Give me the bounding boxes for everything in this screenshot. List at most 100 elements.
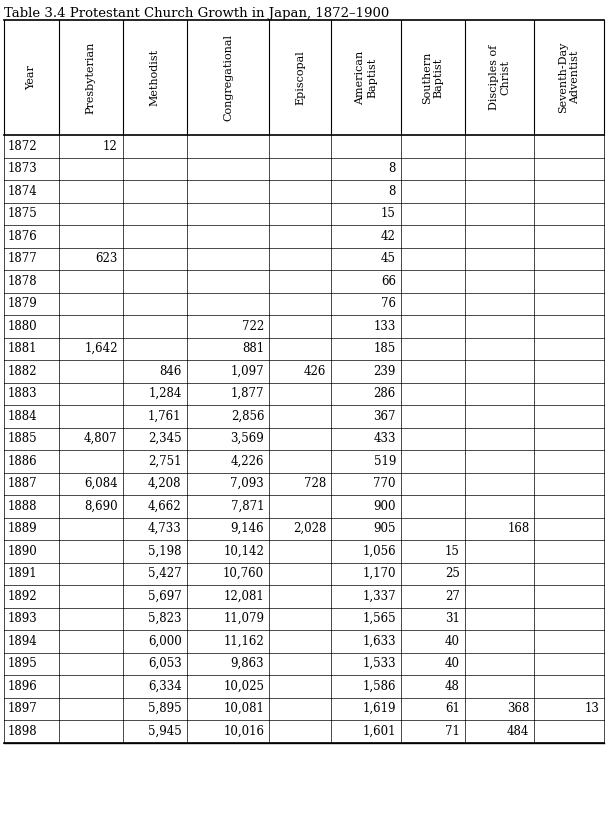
Text: Seventh-Day
Adventist: Seventh-Day Adventist	[558, 42, 580, 114]
Text: 2,856: 2,856	[230, 410, 264, 422]
Text: 185: 185	[374, 342, 396, 355]
Text: Southern
Baptist: Southern Baptist	[422, 51, 444, 104]
Text: 1897: 1897	[8, 703, 38, 715]
Text: Congregational: Congregational	[223, 34, 233, 121]
Text: 11,079: 11,079	[223, 612, 264, 625]
Text: Table 3.4 Protestant Church Growth in Japan, 1872–1900: Table 3.4 Protestant Church Growth in Ja…	[4, 7, 389, 20]
Text: 15: 15	[445, 545, 460, 558]
Text: 1,284: 1,284	[148, 387, 182, 400]
Text: 10,025: 10,025	[223, 680, 264, 693]
Text: 133: 133	[373, 319, 396, 333]
Text: 1,642: 1,642	[84, 342, 117, 355]
Text: 8: 8	[389, 185, 396, 198]
Text: 519: 519	[373, 455, 396, 468]
Text: American
Baptist: American Baptist	[355, 51, 377, 105]
Text: 45: 45	[381, 252, 396, 266]
Text: 367: 367	[373, 410, 396, 422]
Text: 76: 76	[381, 297, 396, 310]
Text: 1898: 1898	[8, 725, 38, 738]
Text: 1884: 1884	[8, 410, 38, 422]
Text: 1,761: 1,761	[148, 410, 182, 422]
Text: 1877: 1877	[8, 252, 38, 266]
Text: 426: 426	[304, 364, 326, 377]
Text: 15: 15	[381, 208, 396, 221]
Text: 4,662: 4,662	[148, 500, 182, 513]
Text: 900: 900	[373, 500, 396, 513]
Text: 2,028: 2,028	[293, 522, 326, 535]
Text: 1872: 1872	[8, 140, 38, 153]
Text: 61: 61	[445, 703, 460, 715]
Text: 905: 905	[373, 522, 396, 535]
Text: 1885: 1885	[8, 432, 38, 445]
Text: 12,081: 12,081	[224, 590, 264, 603]
Text: 1887: 1887	[8, 477, 38, 490]
Text: 1,097: 1,097	[230, 364, 264, 377]
Text: 7,093: 7,093	[230, 477, 264, 490]
Text: Episcopal: Episcopal	[295, 50, 305, 105]
Text: 10,016: 10,016	[223, 725, 264, 738]
Text: 1895: 1895	[8, 657, 38, 670]
Text: 40: 40	[445, 635, 460, 648]
Text: 11,162: 11,162	[224, 635, 264, 648]
Text: 4,733: 4,733	[148, 522, 182, 535]
Text: 1880: 1880	[8, 319, 38, 333]
Text: 71: 71	[445, 725, 460, 738]
Text: 5,945: 5,945	[148, 725, 182, 738]
Text: Disciples of
Christ: Disciples of Christ	[489, 45, 511, 110]
Text: 286: 286	[374, 387, 396, 400]
Text: 881: 881	[242, 342, 264, 355]
Text: 1,056: 1,056	[362, 545, 396, 558]
Text: 31: 31	[445, 612, 460, 625]
Text: 1890: 1890	[8, 545, 38, 558]
Text: 239: 239	[373, 364, 396, 377]
Text: 368: 368	[507, 703, 530, 715]
Text: 1883: 1883	[8, 387, 38, 400]
Text: 1888: 1888	[8, 500, 38, 513]
Text: 48: 48	[445, 680, 460, 693]
Text: 8,690: 8,690	[84, 500, 117, 513]
Text: 5,895: 5,895	[148, 703, 182, 715]
Text: 25: 25	[445, 567, 460, 580]
Text: 1,565: 1,565	[362, 612, 396, 625]
Text: 4,226: 4,226	[230, 455, 264, 468]
Text: 1,633: 1,633	[362, 635, 396, 648]
Text: 5,198: 5,198	[148, 545, 182, 558]
Text: 1893: 1893	[8, 612, 38, 625]
Text: Methodist: Methodist	[150, 49, 160, 106]
Text: 1894: 1894	[8, 635, 38, 648]
Text: 13: 13	[584, 703, 599, 715]
Text: 9,146: 9,146	[230, 522, 264, 535]
Text: 4,208: 4,208	[148, 477, 182, 490]
Text: 10,760: 10,760	[223, 567, 264, 580]
Text: Year: Year	[26, 65, 36, 90]
Text: 722: 722	[242, 319, 264, 333]
Text: 12: 12	[103, 140, 117, 153]
Text: 1882: 1882	[8, 364, 38, 377]
Text: 1896: 1896	[8, 680, 38, 693]
Text: 6,053: 6,053	[148, 657, 182, 670]
Text: 1876: 1876	[8, 230, 38, 243]
Text: 1878: 1878	[8, 275, 38, 288]
Text: 1886: 1886	[8, 455, 38, 468]
Text: 10,081: 10,081	[223, 703, 264, 715]
Text: 1,877: 1,877	[230, 387, 264, 400]
Text: 433: 433	[373, 432, 396, 445]
Text: Presbyterian: Presbyterian	[86, 42, 95, 114]
Text: 1889: 1889	[8, 522, 38, 535]
Text: 1,170: 1,170	[362, 567, 396, 580]
Text: 1,586: 1,586	[362, 680, 396, 693]
Text: 1,601: 1,601	[362, 725, 396, 738]
Text: 728: 728	[304, 477, 326, 490]
Text: 3,569: 3,569	[230, 432, 264, 445]
Text: 5,823: 5,823	[148, 612, 182, 625]
Text: 1873: 1873	[8, 163, 38, 176]
Text: 168: 168	[507, 522, 530, 535]
Text: 846: 846	[159, 364, 182, 377]
Text: 1875: 1875	[8, 208, 38, 221]
Text: 5,427: 5,427	[148, 567, 182, 580]
Text: 623: 623	[95, 252, 117, 266]
Text: 6,000: 6,000	[148, 635, 182, 648]
Text: 1892: 1892	[8, 590, 38, 603]
Text: 2,345: 2,345	[148, 432, 182, 445]
Text: 10,142: 10,142	[223, 545, 264, 558]
